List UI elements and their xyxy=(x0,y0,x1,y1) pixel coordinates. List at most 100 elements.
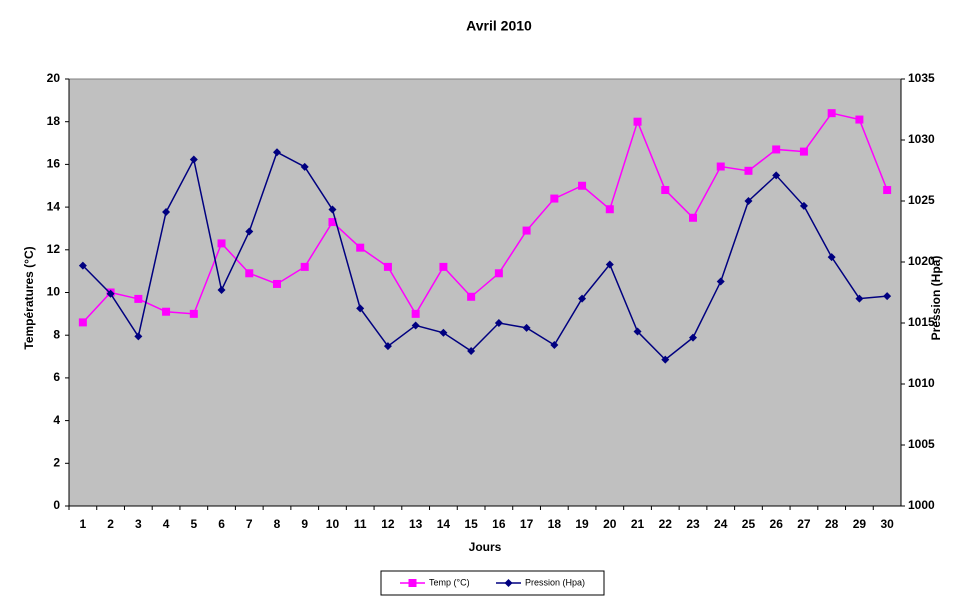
data-point xyxy=(134,294,143,303)
y-tick-label: 2 xyxy=(53,455,60,469)
x-tick-label: 2 xyxy=(107,517,114,531)
x-tick-label: 11 xyxy=(354,517,367,531)
y-tick-label: 14 xyxy=(47,199,61,213)
data-point xyxy=(744,197,753,205)
data-point xyxy=(716,277,725,286)
x-tick-label: 4 xyxy=(163,517,170,531)
y2-tick-label: 1005 xyxy=(908,437,935,451)
x-tick-label: 14 xyxy=(437,517,451,531)
data-point xyxy=(772,171,781,180)
x-tick-label: 24 xyxy=(714,517,728,531)
data-point xyxy=(550,340,559,349)
x-tick-label: 19 xyxy=(575,517,589,531)
data-point xyxy=(827,109,836,118)
y-tick-label: 16 xyxy=(47,157,61,171)
data-point xyxy=(328,205,337,214)
x-tick-label: 5 xyxy=(190,517,197,531)
x-tick-label: 8 xyxy=(274,517,281,531)
data-point xyxy=(578,294,587,303)
data-point xyxy=(467,347,476,356)
x-axis-label: Jours xyxy=(469,540,502,554)
data-point xyxy=(883,186,892,195)
x-tick-label: 23 xyxy=(686,517,700,531)
data-point xyxy=(383,342,392,351)
data-point xyxy=(494,319,503,327)
data-point xyxy=(744,166,753,175)
data-point xyxy=(439,262,448,271)
x-tick-label: 16 xyxy=(492,517,506,531)
data-point xyxy=(245,269,254,278)
data-point xyxy=(300,262,309,271)
data-point xyxy=(162,207,171,216)
y2-tick-label: 1020 xyxy=(908,254,935,268)
y2-tick-label: 1035 xyxy=(908,71,935,85)
data-point xyxy=(883,292,892,301)
data-point xyxy=(689,213,697,222)
chart-title: Avril 2010 xyxy=(466,18,532,34)
y-tick-label: 10 xyxy=(47,285,61,299)
data-point xyxy=(162,307,171,316)
data-point xyxy=(245,227,254,236)
data-point xyxy=(689,333,697,342)
x-tick-label: 25 xyxy=(742,517,756,531)
x-tick-label: 29 xyxy=(853,517,867,531)
data-point xyxy=(550,194,559,203)
y2-tick-label: 1030 xyxy=(908,132,935,146)
data-point xyxy=(633,117,642,126)
data-point xyxy=(827,253,836,262)
data-point xyxy=(522,323,531,332)
data-point xyxy=(189,309,198,318)
data-point xyxy=(217,239,226,248)
data-point xyxy=(605,205,614,214)
data-point xyxy=(578,181,587,190)
data-point xyxy=(300,162,309,171)
data-point xyxy=(772,145,781,154)
y-tick-label: 8 xyxy=(53,327,60,341)
legend-marker xyxy=(504,579,513,587)
x-tick-label: 18 xyxy=(548,517,562,531)
data-point xyxy=(78,318,87,327)
data-point xyxy=(134,332,143,341)
x-tick-label: 13 xyxy=(409,517,423,531)
x-tick-label: 6 xyxy=(218,517,225,531)
data-point xyxy=(411,321,420,330)
data-point xyxy=(217,286,226,295)
x-tick-label: 26 xyxy=(770,517,784,531)
x-tick-label: 12 xyxy=(381,517,395,531)
x-tick-label: 22 xyxy=(659,517,673,531)
plot-area xyxy=(68,78,902,507)
data-point xyxy=(661,355,670,364)
data-point xyxy=(411,309,420,318)
series-line xyxy=(82,151,888,361)
x-tick-label: 10 xyxy=(326,517,340,531)
y-tick-label: 6 xyxy=(53,370,60,384)
x-tick-label: 15 xyxy=(464,517,478,531)
data-point xyxy=(855,294,864,303)
data-point xyxy=(633,327,642,336)
legend-label: Temp (°C) xyxy=(429,577,470,587)
data-point xyxy=(855,115,864,124)
data-point xyxy=(356,304,365,313)
x-tick-label: 28 xyxy=(825,517,839,531)
y2-tick-label: 1025 xyxy=(908,193,935,207)
x-tick-label: 17 xyxy=(520,517,534,531)
data-point xyxy=(716,162,725,171)
y-tick-label: 4 xyxy=(53,413,60,427)
data-point xyxy=(799,147,808,156)
data-point xyxy=(356,243,365,252)
x-tick-label: 30 xyxy=(880,517,894,531)
x-tick-label: 20 xyxy=(603,517,617,531)
y2-tick-label: 1000 xyxy=(908,498,935,512)
y2-tick-label: 1015 xyxy=(908,315,935,329)
data-point xyxy=(661,186,670,195)
data-point xyxy=(328,218,337,227)
data-point xyxy=(383,262,392,271)
x-tick-label: 9 xyxy=(301,517,308,531)
legend-label: Pression (Hpa) xyxy=(525,577,585,587)
x-tick-label: 7 xyxy=(246,517,253,531)
x-tick-label: 3 xyxy=(135,517,142,531)
data-point xyxy=(522,226,531,235)
y2-axis-label: Pression (Hpa) xyxy=(929,256,943,341)
data-point xyxy=(799,201,808,210)
